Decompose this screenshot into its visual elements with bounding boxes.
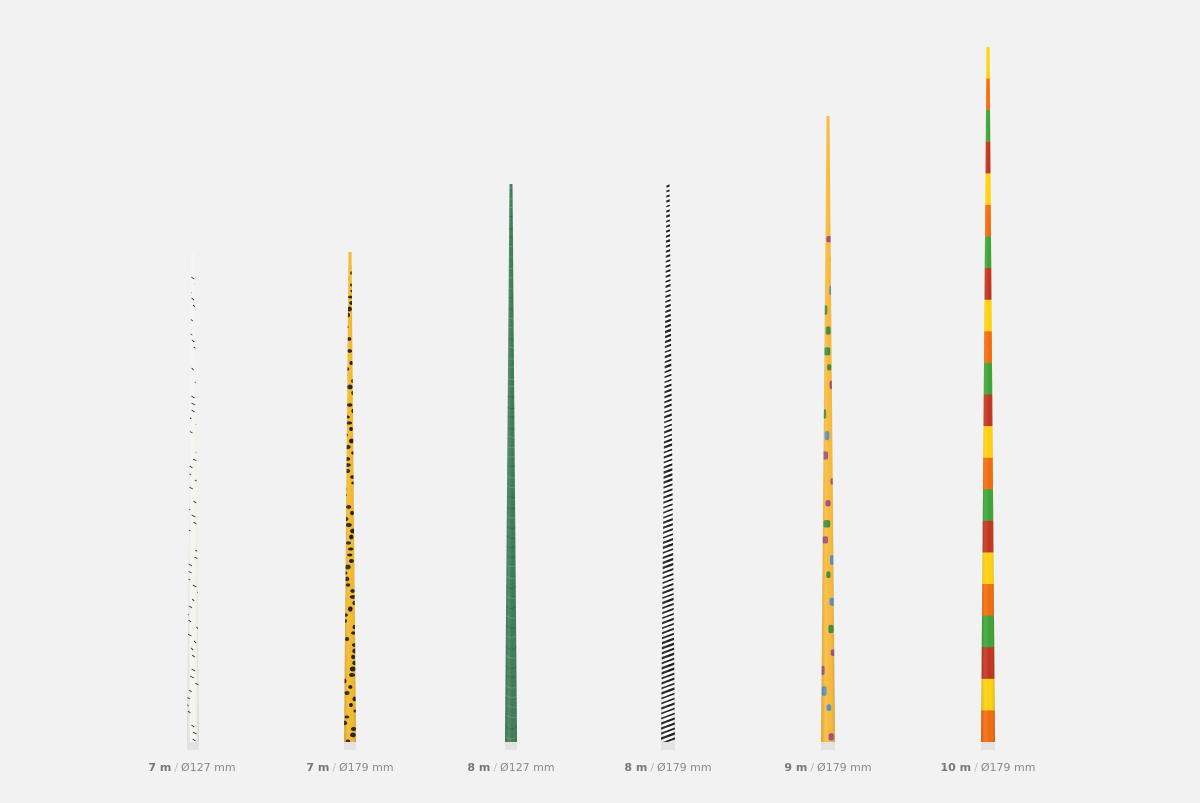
pole-leopard	[343, 252, 357, 750]
pole-diameter: Ø179 mm	[657, 761, 712, 774]
pole-label-6: 10 m / Ø179 mm	[918, 761, 1058, 774]
label-separator: /	[493, 761, 498, 774]
pole-length: 7 m	[148, 761, 172, 774]
pole-diameter: Ø179 mm	[339, 761, 394, 774]
pole-diameter: Ø127 mm	[181, 761, 236, 774]
pole-leopard-graphic	[344, 252, 356, 750]
pole-length: 8 m	[467, 761, 491, 774]
pole-zebra	[660, 184, 676, 750]
pole-label-1: 7 m / Ø127 mm	[122, 761, 262, 774]
pole-label-5: 9 m / Ø179 mm	[758, 761, 898, 774]
pole-green-marble	[504, 184, 518, 750]
pole-zebra-graphic	[661, 184, 675, 750]
label-separator: /	[650, 761, 655, 774]
label-separator: /	[810, 761, 815, 774]
pole-green-marble-graphic	[505, 184, 517, 750]
pole-label-3: 8 m / Ø127 mm	[441, 761, 581, 774]
pole-diameter: Ø179 mm	[817, 761, 872, 774]
pole-colour-bands-graphic	[981, 47, 995, 750]
pole-length: 8 m	[624, 761, 648, 774]
pole-length: 10 m	[940, 761, 972, 774]
pole-diameter: Ø127 mm	[500, 761, 555, 774]
pole-colour-bands	[980, 47, 996, 750]
pole-length: 7 m	[306, 761, 330, 774]
pole-white-marked-graphic	[187, 252, 199, 750]
label-separator: /	[974, 761, 978, 774]
pole-label-4: 8 m / Ø179 mm	[598, 761, 738, 774]
pole-cactus	[820, 116, 836, 750]
label-separator: /	[332, 761, 337, 774]
pole-white-marked	[186, 252, 200, 750]
pole-length: 9 m	[784, 761, 808, 774]
label-separator: /	[174, 761, 179, 774]
pole-label-2: 7 m / Ø179 mm	[280, 761, 420, 774]
pole-cactus-graphic	[821, 116, 835, 750]
pole-diameter: Ø179 mm	[980, 761, 1036, 774]
